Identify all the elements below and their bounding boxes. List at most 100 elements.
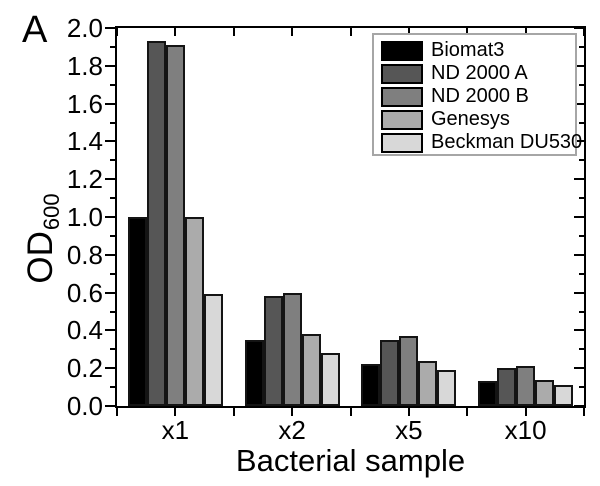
x-tick-top: [583, 28, 585, 36]
legend-item: Beckman DU530: [381, 132, 582, 153]
bar-genesys-x2: [301, 334, 321, 406]
y-tick-label: 0.4: [66, 315, 103, 346]
y-tick-label: 1.4: [66, 126, 103, 157]
x-tick-label: x1: [161, 415, 190, 445]
y-tick-minor-right: [579, 310, 584, 313]
y-tick-minor-left: [110, 310, 115, 313]
y-tick-minor-left: [110, 45, 115, 48]
y-tick-minor-right: [579, 348, 584, 351]
y-tick-minor-right: [579, 197, 584, 200]
legend-swatch: [381, 86, 423, 107]
legend-label: ND 2000 B: [431, 85, 529, 107]
legend-label: Genesys: [431, 108, 510, 130]
bar-beckman-du530-x10: [554, 385, 574, 406]
y-tick-major-right: [574, 140, 584, 143]
y-tick-major-right: [574, 27, 584, 29]
x-tick-label: x5: [395, 415, 423, 445]
x-tick-top: [407, 28, 410, 36]
y-tick-minor-right: [579, 83, 584, 86]
bar-biomat3-x1: [127, 217, 147, 406]
bar-genesys-x1: [184, 217, 204, 406]
y-tick-minor-right: [579, 159, 584, 162]
y-tick-label: 2.0: [66, 13, 103, 43]
y-tick-label: 1.6: [66, 88, 103, 119]
x-tick-top: [466, 28, 469, 36]
y-tick-major-right: [574, 367, 584, 370]
y-tick-minor-left: [110, 83, 115, 86]
legend: Biomat3 ND 2000 A ND 2000 B Genesys Beckman …: [372, 33, 582, 156]
bar-nd-2000-a-x10: [497, 368, 517, 406]
bar-nd-2000-b-x2: [282, 293, 302, 406]
x-tick-bottom: [174, 408, 177, 416]
x-tick-bottom: [291, 408, 294, 416]
y-tick-major-right: [574, 291, 584, 294]
legend-item: ND 2000 B: [381, 86, 571, 107]
bar-biomat3-x2: [244, 340, 264, 406]
y-tick-major-left: [105, 367, 115, 370]
x-axis-title: Bacterial sample: [235, 443, 466, 478]
y-tick-minor-left: [110, 272, 115, 275]
y-tick-label: 1.2: [66, 164, 103, 195]
legend-item: ND 2000 A: [381, 63, 571, 84]
x-tick-top: [116, 28, 118, 36]
x-tick-bottom: [349, 408, 352, 416]
y-tick-minor-right: [579, 272, 584, 275]
y-tick-major-left: [105, 291, 115, 294]
x-tick-bottom: [466, 408, 469, 416]
legend-swatch: [381, 132, 423, 153]
x-tick-bottom: [524, 408, 527, 416]
y-tick-label: 0.2: [66, 353, 103, 384]
x-tick-bottom: [232, 408, 235, 416]
y-tick-major-left: [105, 405, 115, 407]
x-tick-top: [291, 28, 294, 36]
legend-swatch: [381, 40, 423, 61]
legend-item: Genesys: [381, 109, 571, 130]
y-tick-major-left: [105, 102, 115, 105]
y-tick-major-right: [574, 102, 584, 105]
bar-nd-2000-b-x5: [399, 336, 419, 406]
bar-beckman-du530-x1: [203, 294, 223, 406]
y-tick-major-left: [105, 64, 115, 67]
y-tick-minor-left: [110, 386, 115, 389]
x-tick-bottom: [116, 408, 118, 416]
bar-genesys-x10: [535, 380, 555, 406]
y-tick-minor-left: [110, 348, 115, 351]
x-tick-bottom: [583, 408, 585, 416]
bar-biomat3-x10: [478, 381, 498, 406]
y-tick-minor-right: [579, 234, 584, 237]
y-tick-label: 1.8: [66, 50, 103, 81]
legend-item: Biomat3: [381, 40, 571, 61]
y-tick-major-left: [105, 329, 115, 332]
y-tick-minor-left: [110, 121, 115, 124]
y-tick-label: 0.6: [66, 277, 103, 308]
bar-biomat3-x5: [361, 364, 381, 406]
y-tick-major-right: [574, 216, 584, 218]
y-tick-major-left: [105, 216, 115, 218]
y-tick-major-left: [105, 140, 115, 143]
bar-nd-2000-b-x10: [516, 366, 536, 406]
y-tick-minor-right: [579, 386, 584, 389]
y-tick-major-right: [574, 405, 584, 407]
y-tick-label: 1.0: [66, 202, 103, 232]
x-tick-label: x10: [504, 415, 547, 445]
y-tick-major-left: [105, 178, 115, 181]
y-tick-minor-left: [110, 197, 115, 200]
bar-nd-2000-a-x2: [263, 296, 283, 406]
x-tick-top: [232, 28, 235, 36]
y-tick-major-right: [574, 329, 584, 332]
y-tick-major-right: [574, 64, 584, 67]
y-tick-minor-left: [110, 234, 115, 237]
panel-label: A: [22, 9, 48, 51]
y-tick-major-right: [574, 178, 584, 181]
y-tick-major-left: [105, 27, 115, 29]
legend-swatch: [381, 63, 423, 84]
y-tick-label: 0.0: [66, 391, 103, 421]
y-tick-major-left: [105, 253, 115, 256]
legend-label: Beckman DU530: [431, 131, 583, 153]
y-tick-minor-right: [579, 45, 584, 48]
y-tick-major-right: [574, 253, 584, 256]
bar-beckman-du530-x2: [320, 353, 340, 406]
y-tick-minor-right: [579, 121, 584, 124]
x-tick-bottom: [407, 408, 410, 416]
